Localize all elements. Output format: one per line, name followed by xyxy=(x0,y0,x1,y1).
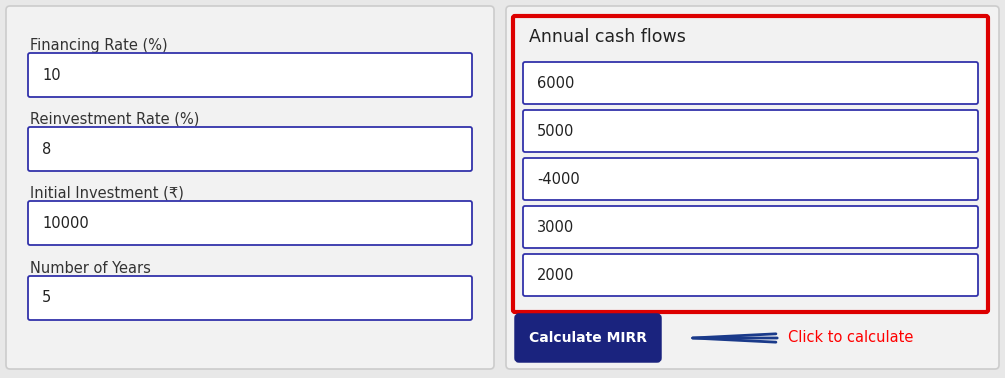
Text: 3000: 3000 xyxy=(537,220,574,234)
FancyBboxPatch shape xyxy=(506,6,999,369)
Text: Annual cash flows: Annual cash flows xyxy=(529,28,685,46)
FancyBboxPatch shape xyxy=(28,53,472,97)
Text: Initial Investment (₹): Initial Investment (₹) xyxy=(30,186,184,201)
Text: Number of Years: Number of Years xyxy=(30,261,151,276)
Text: Financing Rate (%): Financing Rate (%) xyxy=(30,38,168,53)
FancyBboxPatch shape xyxy=(513,16,988,312)
FancyBboxPatch shape xyxy=(28,276,472,320)
Text: 6000: 6000 xyxy=(537,76,575,90)
Text: -4000: -4000 xyxy=(537,172,580,186)
Text: 5: 5 xyxy=(42,291,51,305)
Text: Click to calculate: Click to calculate xyxy=(788,330,914,345)
FancyBboxPatch shape xyxy=(523,158,978,200)
Text: 10: 10 xyxy=(42,68,60,82)
FancyBboxPatch shape xyxy=(523,62,978,104)
FancyBboxPatch shape xyxy=(523,110,978,152)
FancyBboxPatch shape xyxy=(523,206,978,248)
Text: Calculate MIRR: Calculate MIRR xyxy=(529,331,647,345)
Text: 5000: 5000 xyxy=(537,124,575,138)
FancyBboxPatch shape xyxy=(523,254,978,296)
FancyBboxPatch shape xyxy=(28,127,472,171)
Text: Reinvestment Rate (%): Reinvestment Rate (%) xyxy=(30,112,199,127)
Text: 10000: 10000 xyxy=(42,215,88,231)
FancyBboxPatch shape xyxy=(516,315,660,361)
FancyBboxPatch shape xyxy=(6,6,494,369)
FancyBboxPatch shape xyxy=(28,201,472,245)
Text: 8: 8 xyxy=(42,141,51,156)
Text: 2000: 2000 xyxy=(537,268,575,282)
